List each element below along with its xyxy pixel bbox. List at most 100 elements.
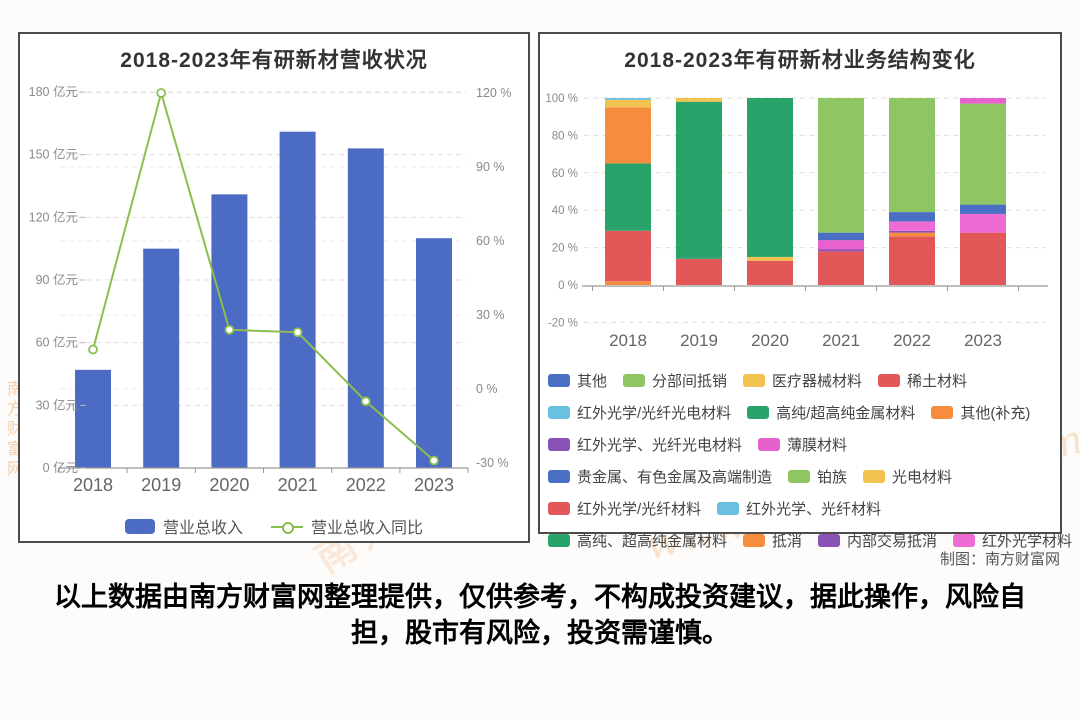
segment-2023 bbox=[960, 204, 1006, 214]
structure-chart-title: 2018-2023年有研新材业务结构变化 bbox=[624, 49, 976, 72]
revenue-bar-2022 bbox=[347, 148, 384, 468]
x-tick-year: 2021 bbox=[278, 475, 318, 495]
revenue-bar-2019 bbox=[143, 248, 180, 468]
y-right-tick: 30 % bbox=[476, 308, 505, 322]
legend-swatch bbox=[863, 470, 886, 483]
y-right-tick: 60 % bbox=[476, 234, 505, 248]
growth-point-2020 bbox=[224, 324, 235, 335]
legend-label: 红外光学、光纤光电材料 bbox=[577, 437, 743, 454]
legend-label: 分部间抵销 bbox=[652, 373, 728, 390]
legend-swatch bbox=[548, 534, 570, 547]
legend-item: 稀土材料 bbox=[878, 370, 967, 391]
legend-label: 红外光学、光纤材料 bbox=[746, 501, 882, 518]
segment-2021 bbox=[818, 240, 864, 250]
segment-2019 bbox=[676, 98, 722, 102]
legend-swatch bbox=[878, 374, 901, 387]
legend-item: 内部交易抵消 bbox=[818, 530, 937, 551]
revenue-bar-2018 bbox=[75, 369, 111, 468]
segment-2018 bbox=[605, 99, 651, 108]
legend-item: 红外光学、光纤材料 bbox=[717, 498, 881, 519]
segment-2022 bbox=[889, 230, 935, 233]
segment-2021 bbox=[818, 251, 864, 285]
legend-label: 医疗器械材料 bbox=[772, 373, 863, 390]
y-left-tick: 120 亿元 bbox=[29, 209, 78, 224]
legend-item: 抵消 bbox=[743, 530, 802, 551]
legend-row: 红外光学/光纤材料 红外光学、光纤材料 bbox=[548, 498, 1060, 519]
legend-label: 高纯/超高纯金属材料 bbox=[776, 405, 916, 422]
x-tick-year: 2018 bbox=[73, 475, 113, 495]
segment-2020 bbox=[747, 260, 793, 285]
segment-2022 bbox=[889, 98, 935, 213]
y-right-tick: 120 % bbox=[476, 86, 511, 100]
grid-left bbox=[60, 91, 466, 406]
bar-legend-swatch bbox=[124, 518, 155, 534]
legend-label: 红外光学/光纤光电材料 bbox=[577, 405, 732, 422]
legend-item-revenue: 营业总收入 bbox=[124, 514, 243, 538]
revenue-bars bbox=[75, 131, 452, 468]
x-tick-year: 2023 bbox=[414, 475, 454, 495]
growth-point-2022 bbox=[360, 396, 371, 407]
legend-label: 薄膜材料 bbox=[787, 437, 848, 454]
y-left-tick: 0 亿元 bbox=[43, 460, 78, 475]
segment-2023 bbox=[960, 98, 1006, 104]
legend-swatch bbox=[623, 374, 646, 387]
structure-bars bbox=[605, 98, 1006, 285]
legend-item: 红外光学材料 bbox=[953, 530, 1072, 551]
y-tick: 60 % bbox=[552, 168, 578, 180]
line-legend-swatch bbox=[271, 519, 303, 534]
legend-label: 光电材料 bbox=[892, 469, 953, 486]
growth-point-2019 bbox=[156, 88, 167, 98]
credit-text: 制图：南方财富网 bbox=[939, 551, 1060, 568]
bar-legend-label: 营业总收入 bbox=[162, 520, 243, 537]
growth-point-2018 bbox=[88, 344, 98, 355]
legend-swatch bbox=[743, 374, 766, 387]
segment-2018 bbox=[605, 107, 651, 164]
grid-right bbox=[60, 92, 466, 390]
legend-swatch bbox=[548, 374, 570, 387]
segment-2021 bbox=[818, 98, 864, 233]
legend-row: 红外光学、光纤光电材料 薄膜材料 bbox=[548, 434, 1060, 455]
revenue-bar-2021 bbox=[279, 131, 316, 468]
y-left-tick: 60 亿元 bbox=[36, 335, 78, 350]
segment-2022 bbox=[889, 232, 935, 237]
legend-item: 红外光学/光纤材料 bbox=[548, 498, 701, 519]
growth-point-2021 bbox=[292, 327, 303, 338]
x-tick-year: 2021 bbox=[822, 331, 860, 350]
structure-chart: -20 % 0 % 20 % 40 % 60 % 80 % 100 % 2018 2019 202… bbox=[545, 93, 1048, 350]
legend-label: 红外光学/光纤材料 bbox=[577, 501, 702, 518]
y-tick: 0 % bbox=[558, 280, 578, 292]
legend-label: 铂族 bbox=[817, 469, 848, 486]
legend-item-growth: 营业总收入同比 bbox=[271, 514, 423, 538]
segment-2023 bbox=[960, 103, 1006, 205]
segment-2021 bbox=[818, 232, 864, 241]
y-left-tick: 30 亿元 bbox=[36, 397, 78, 412]
x-tick-year: 2018 bbox=[609, 331, 647, 350]
disclaimer-text: 以上数据由南方财富网整理提供，仅供参考，不构成投资建议，据此操作，风险自担，股市… bbox=[54, 582, 1026, 648]
legend-item: 高纯、超高纯金属材料 bbox=[548, 530, 727, 551]
legend-label: 其他(补充) bbox=[960, 405, 1031, 422]
legend-row: 红外光学/光纤光电材料 高纯/超高纯金属材料 其他(补充) bbox=[548, 402, 1060, 423]
legend-swatch bbox=[931, 406, 954, 419]
revenue-chart: 0 亿元 30 亿元 60 亿元 90 亿元 120 亿元 150 亿元 180 亿元 -30… bbox=[29, 84, 512, 495]
y-tick: 80 % bbox=[552, 130, 578, 142]
legend-item: 其他 bbox=[548, 370, 607, 391]
revenue-chart-title: 2018-2023年有研新材营收状况 bbox=[120, 49, 428, 72]
x-tick-year: 2022 bbox=[893, 331, 931, 350]
legend-item: 红外光学、光纤光电材料 bbox=[548, 434, 742, 455]
legend-swatch bbox=[548, 502, 570, 515]
legend-swatch bbox=[548, 438, 570, 451]
revenue-chart-legend: 营业总收入 营业总收入同比 bbox=[20, 514, 528, 538]
growth-point-2023 bbox=[429, 455, 439, 466]
legend-label: 高纯、超高纯金属材料 bbox=[577, 533, 728, 550]
segment-2018 bbox=[605, 281, 651, 285]
legend-swatch bbox=[743, 534, 766, 547]
legend-item: 薄膜材料 bbox=[758, 434, 847, 455]
segment-2022 bbox=[889, 236, 935, 285]
legend-row: 高纯、超高纯金属材料 抵消 内部交易抵消 红外光学材料 bbox=[548, 530, 1072, 551]
legend-row: 贵金属、有色金属及高端制造 铂族 光电材料 bbox=[548, 466, 1060, 487]
x-tick-year: 2020 bbox=[209, 475, 249, 495]
legend-item: 铂族 bbox=[788, 466, 847, 487]
legend-item: 高纯/超高纯金属材料 bbox=[747, 402, 915, 423]
legend-item: 贵金属、有色金属及高端制造 bbox=[548, 466, 772, 487]
segment-2022 bbox=[889, 212, 935, 222]
